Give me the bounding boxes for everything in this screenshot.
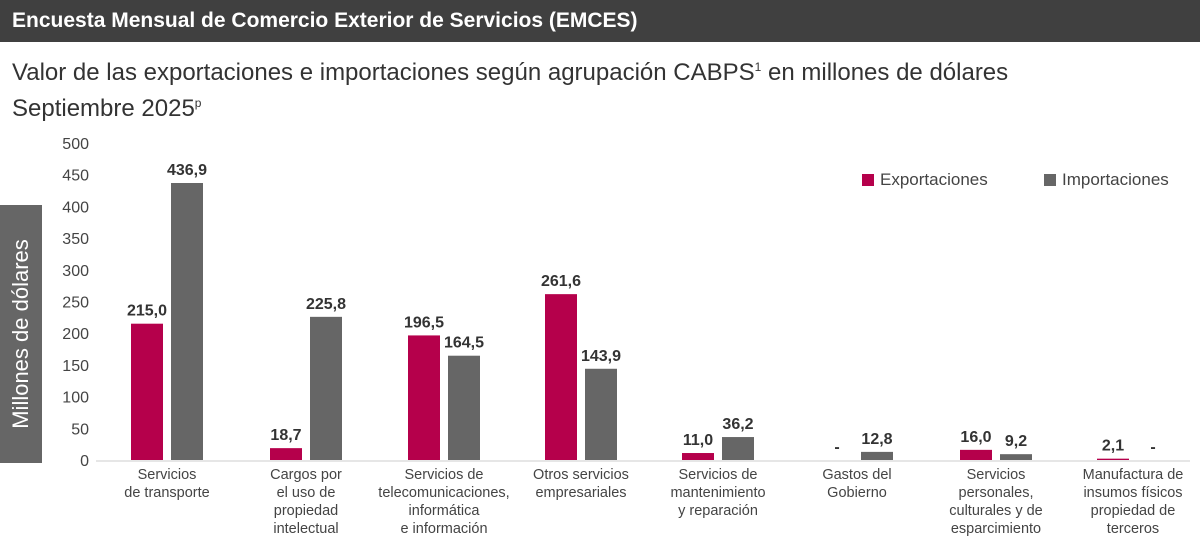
bar-exportaciones <box>131 323 163 460</box>
legend-label: Importaciones <box>1062 170 1169 189</box>
bar-exportaciones <box>1097 458 1129 460</box>
data-label: 261,6 <box>541 273 581 290</box>
y-tick-label: 0 <box>80 453 89 470</box>
bar-importaciones <box>310 316 342 460</box>
data-label: 143,9 <box>581 348 621 365</box>
legend-exportaciones: Exportaciones <box>862 170 988 190</box>
data-label: - <box>834 439 839 456</box>
footnote-mark: 1 <box>754 60 762 74</box>
bar-exportaciones <box>270 448 302 460</box>
bar-exportaciones <box>682 453 714 460</box>
bar-exportaciones <box>545 294 577 460</box>
legend-swatch-importaciones <box>1044 174 1056 186</box>
y-axis-label-box <box>0 205 42 463</box>
data-label: 164,5 <box>444 335 484 352</box>
x-category-label: Servicios personales, culturales y de es… <box>949 467 1043 537</box>
y-tick-label: 250 <box>62 295 89 312</box>
bar-exportaciones <box>408 335 440 460</box>
y-tick-label: 450 <box>62 168 89 185</box>
bar-importaciones <box>171 183 203 460</box>
data-label: 11,0 <box>683 432 713 449</box>
x-category-label: Cargos por el uso de propiedad intelectu… <box>270 467 342 537</box>
data-label: 9,2 <box>1005 433 1027 450</box>
x-category-label: Otros servicios empresariales <box>533 467 629 501</box>
y-tick-label: 500 <box>62 136 89 153</box>
bar-importaciones <box>585 368 617 460</box>
y-tick-label: 400 <box>62 199 89 216</box>
data-label: 18,7 <box>270 427 301 444</box>
x-category-label: Gastos del Gobierno <box>822 467 892 501</box>
y-tick-label: 300 <box>62 263 89 280</box>
subtitle-line1: Valor de las exportaciones e importacion… <box>12 59 755 86</box>
x-category-label: Manufactura de insumos físicos propiedad… <box>1082 467 1184 537</box>
chart-subtitle: Valor de las exportaciones e importacion… <box>12 52 1008 124</box>
data-label: 2,1 <box>1102 438 1124 455</box>
data-label: 196,5 <box>404 314 444 331</box>
subtitle-line2: Septiembre 2025 <box>12 95 195 122</box>
bar-importaciones <box>1000 454 1032 460</box>
bar-importaciones <box>722 437 754 460</box>
bar-exportaciones <box>960 449 992 460</box>
data-label: 436,9 <box>167 162 207 179</box>
data-label: 225,8 <box>306 296 346 313</box>
legend-swatch-exportaciones <box>862 174 874 186</box>
header-bar: Encuesta Mensual de Comercio Exterior de… <box>0 0 1200 42</box>
subtitle-line1-tail: en millones de dólares <box>761 59 1009 86</box>
y-tick-label: 50 <box>71 421 89 438</box>
header-title: Encuesta Mensual de Comercio Exterior de… <box>12 9 638 32</box>
data-label: 215,0 <box>127 303 167 320</box>
y-tick-label: 200 <box>62 326 89 343</box>
y-tick-label: 100 <box>62 390 89 407</box>
preliminary-mark: p <box>194 96 202 110</box>
x-category-label: Servicios de telecomunicaciones, informá… <box>378 467 510 537</box>
bar-importaciones <box>448 355 480 460</box>
x-category-label: Servicios de transporte <box>124 467 210 501</box>
y-tick-label: 150 <box>62 358 89 375</box>
data-label: 16,0 <box>960 429 991 446</box>
data-label: 36,2 <box>722 416 753 433</box>
legend-label: Exportaciones <box>880 170 988 189</box>
x-category-label: Servicios de mantenimiento y reparación <box>670 467 766 519</box>
data-label: - <box>1150 439 1155 456</box>
bar-importaciones <box>861 451 893 460</box>
y-tick-label: 350 <box>62 231 89 248</box>
legend-importaciones: Importaciones <box>1044 170 1169 190</box>
data-label: 12,8 <box>861 431 892 448</box>
